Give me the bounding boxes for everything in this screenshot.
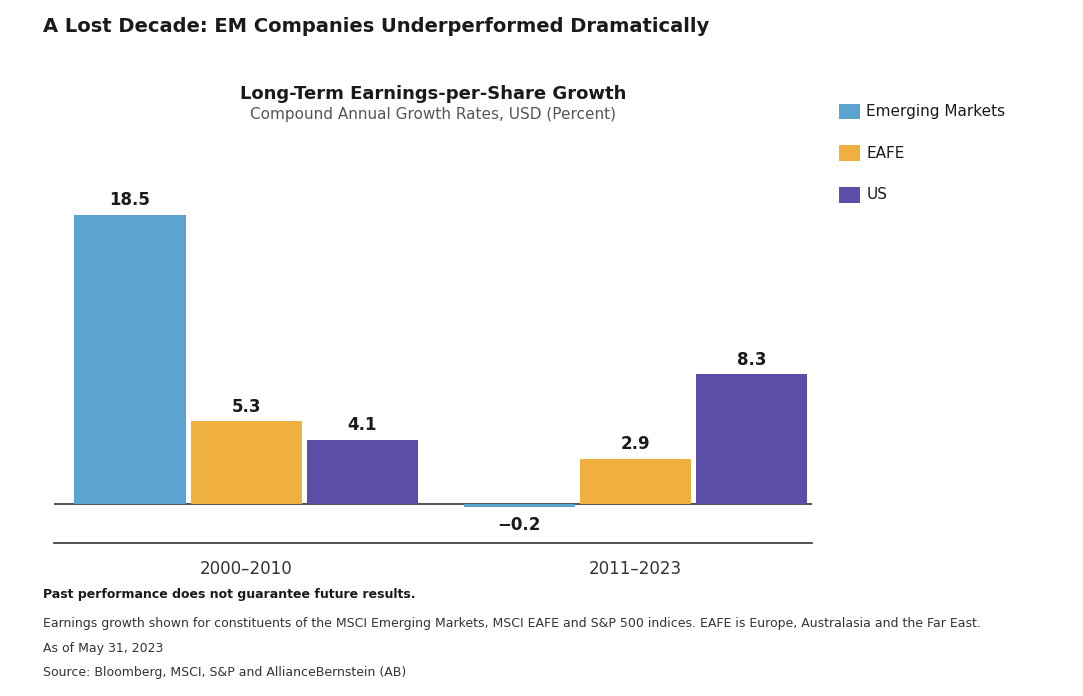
Text: Earnings growth shown for constituents of the MSCI Emerging Markets, MSCI EAFE a: Earnings growth shown for constituents o… bbox=[43, 617, 981, 631]
Bar bbox=[464, 504, 575, 507]
Bar bbox=[191, 421, 302, 504]
Text: Emerging Markets: Emerging Markets bbox=[866, 104, 1005, 119]
Bar bbox=[75, 215, 185, 504]
Text: A Lost Decade: EM Companies Underperformed Dramatically: A Lost Decade: EM Companies Underperform… bbox=[43, 17, 709, 36]
Text: As of May 31, 2023: As of May 31, 2023 bbox=[43, 642, 164, 655]
Bar bbox=[579, 459, 691, 504]
Text: Past performance does not guarantee future results.: Past performance does not guarantee futu… bbox=[43, 588, 416, 601]
Text: Compound Annual Growth Rates, USD (Percent): Compound Annual Growth Rates, USD (Perce… bbox=[250, 107, 616, 122]
Bar bbox=[306, 440, 418, 504]
Text: −0.2: −0.2 bbox=[497, 516, 540, 534]
Text: Source: Bloomberg, MSCI, S&P and AllianceBernstein (AB): Source: Bloomberg, MSCI, S&P and Allianc… bbox=[43, 666, 406, 679]
Text: 5.3: 5.3 bbox=[232, 397, 261, 416]
Text: 18.5: 18.5 bbox=[109, 191, 151, 209]
Text: 8.3: 8.3 bbox=[736, 351, 767, 369]
Text: US: US bbox=[866, 187, 887, 203]
Text: 4.1: 4.1 bbox=[348, 416, 377, 434]
Text: EAFE: EAFE bbox=[866, 145, 904, 161]
Bar bbox=[696, 374, 807, 504]
Text: 2.9: 2.9 bbox=[621, 435, 650, 453]
Text: Long-Term Earnings-per-Share Growth: Long-Term Earnings-per-Share Growth bbox=[240, 85, 626, 103]
